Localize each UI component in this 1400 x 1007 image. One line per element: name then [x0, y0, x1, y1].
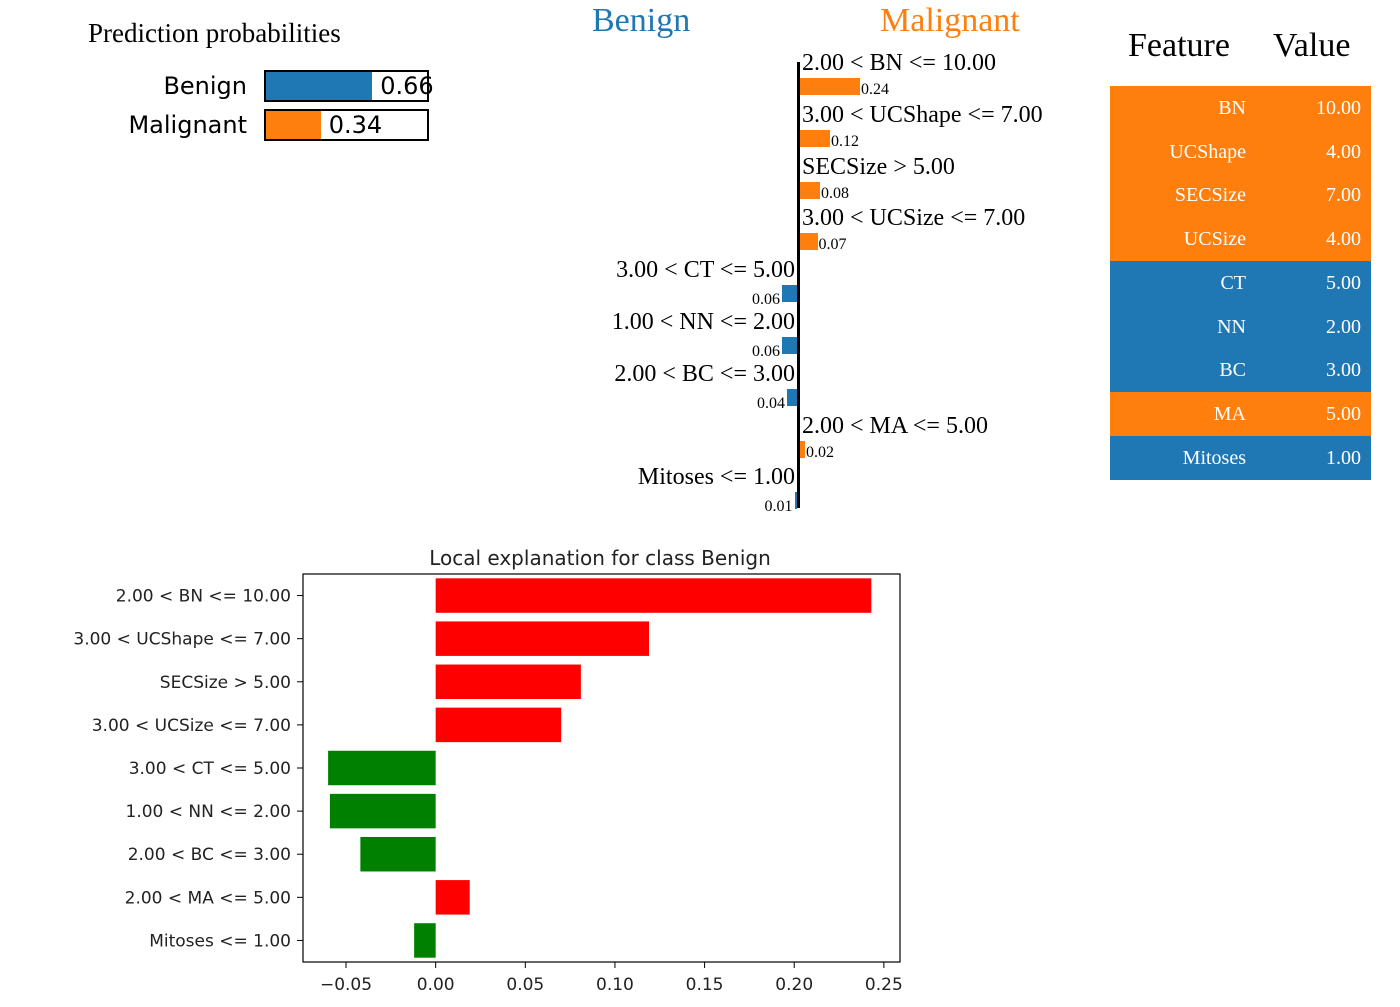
feature-value: 1.00	[1326, 446, 1361, 469]
explanation-value: 0.06	[752, 343, 780, 360]
explanation-value: 0.06	[752, 291, 780, 309]
explanation-bar	[782, 337, 797, 354]
y-tick-label: 2.00 < MA <= 5.00	[125, 888, 291, 908]
feature-value: 3.00	[1326, 359, 1361, 382]
explanation-value: 0.01	[764, 498, 793, 516]
feature-value: 10.00	[1316, 97, 1361, 119]
feature-name: NN	[1217, 315, 1246, 338]
explanation-bar	[800, 440, 805, 458]
explanation-value: 0.12	[831, 132, 859, 150]
explanation-bar	[800, 233, 818, 251]
feature-value: 4.00	[1326, 140, 1361, 163]
class-header-malignant: Malignant	[880, 2, 1020, 39]
x-tick-label: 0.00	[417, 975, 455, 995]
feature-table-header-feature: Feature	[1128, 27, 1230, 64]
explanation-value: 0.04	[757, 394, 785, 412]
feature-table-row: BN 10.00	[1110, 86, 1371, 130]
x-tick-label: 0.20	[775, 975, 813, 995]
chart-title: Local explanation for class Benign	[429, 546, 771, 570]
y-tick-label: Mitoses <= 1.00	[149, 931, 291, 951]
explanation-label: 2.00 < BN <= 10.00	[802, 50, 996, 76]
prediction-fill-malignant	[266, 111, 321, 139]
feature-value: 5.00	[1326, 402, 1361, 425]
chart-bar	[360, 836, 436, 872]
chart-bar	[435, 707, 562, 743]
chart-bar	[435, 664, 581, 700]
explanation-label: SECSize > 5.00	[802, 153, 955, 180]
feature-table-row: MA 5.00	[1110, 391, 1371, 436]
feature-table-row: CT 5.00	[1110, 260, 1371, 305]
explanation-axis	[797, 62, 800, 508]
explanation-bar	[787, 388, 797, 406]
prediction-bar-malignant: 0.34	[264, 109, 429, 141]
explanation-label: 3.00 < CT <= 5.00	[616, 257, 795, 284]
feature-value: 7.00	[1326, 184, 1361, 207]
feature-name: Mitoses	[1182, 446, 1246, 469]
y-tick-label: 3.00 < UCSize <= 7.00	[92, 716, 291, 736]
feature-table-row: UCSize 4.00	[1110, 217, 1371, 262]
feature-table-row: Mitoses 1.00	[1110, 435, 1371, 480]
feature-value: 5.00	[1326, 271, 1361, 294]
y-tick-label: 3.00 < CT <= 5.00	[129, 759, 291, 779]
prediction-bar-benign: 0.66	[264, 70, 434, 102]
chart-bar	[414, 923, 436, 958]
feature-name: BC	[1219, 359, 1246, 382]
feature-name: MA	[1213, 402, 1246, 425]
local-explanation-chart: Local explanation for class Benign 2.00 …	[73, 546, 903, 995]
feature-name: SECSize	[1174, 184, 1246, 207]
explanation-value: 0.07	[818, 236, 847, 254]
explanation-bar	[800, 78, 860, 95]
feature-table-row: BC 3.00	[1110, 348, 1371, 393]
chart-bar	[329, 793, 436, 829]
feature-table-header-value: Value	[1273, 27, 1351, 64]
class-header-benign: Benign	[592, 2, 691, 39]
x-tick-label: −0.05	[320, 975, 372, 995]
explanation-bar	[800, 181, 820, 199]
prediction-probabilities-title: Prediction probabilities	[88, 18, 341, 48]
feature-name: UCShape	[1169, 140, 1246, 163]
explanation-label: 3.00 < UCShape <= 7.00	[802, 101, 1043, 128]
y-tick-label: 3.00 < UCShape <= 7.00	[73, 630, 291, 650]
explanation-bar	[800, 129, 830, 147]
feature-name: BN	[1218, 97, 1246, 119]
feature-name: CT	[1220, 271, 1246, 294]
explanation-label: Mitoses <= 1.00	[637, 464, 795, 491]
prediction-value-malignant: 0.34	[328, 111, 383, 139]
explanation-bar	[782, 285, 797, 303]
explanation-label: 2.00 < BC <= 3.00	[614, 360, 795, 387]
explanation-label: 2.00 < MA <= 5.00	[802, 412, 988, 439]
feature-name: UCSize	[1183, 228, 1246, 251]
x-tick-label: 0.15	[686, 975, 724, 995]
feature-value: 2.00	[1326, 315, 1361, 338]
explanation-value: 0.24	[861, 81, 889, 98]
chart-bar	[435, 621, 650, 656]
x-tick-label: 0.05	[506, 975, 544, 995]
x-tick-label: 0.25	[865, 975, 903, 995]
explanation-value: 0.08	[821, 184, 849, 202]
explanation-value: 0.02	[806, 443, 834, 461]
prediction-fill-benign	[266, 72, 373, 100]
chart-bar	[435, 578, 872, 613]
prediction-value-benign: 0.66	[380, 72, 434, 100]
chart-bar	[328, 750, 436, 786]
feature-table-row: NN 2.00	[1110, 304, 1371, 349]
x-tick-label: 0.10	[596, 975, 634, 995]
feature-table-row: SECSize 7.00	[1110, 173, 1371, 218]
chart-bar	[435, 880, 470, 915]
explanation-bar	[794, 492, 797, 510]
explanation-label: 1.00 < NN <= 2.00	[611, 309, 795, 335]
y-tick-label: 2.00 < BN <= 10.00	[116, 587, 291, 607]
feature-value: 4.00	[1326, 228, 1361, 251]
y-tick-label: 2.00 < BC <= 3.00	[128, 845, 291, 865]
feature-table-row: UCShape 4.00	[1110, 129, 1371, 174]
prediction-label-malignant: Malignant	[128, 111, 247, 139]
y-tick-label: SECSize > 5.00	[160, 673, 291, 693]
y-tick-label: 1.00 < NN <= 2.00	[126, 802, 291, 822]
explanation-label: 3.00 < UCSize <= 7.00	[802, 205, 1026, 232]
prediction-label-benign: Benign	[163, 72, 247, 100]
